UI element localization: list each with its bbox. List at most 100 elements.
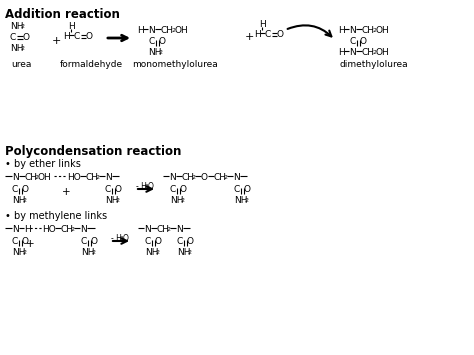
- Text: NH: NH: [81, 248, 94, 257]
- Text: N: N: [233, 173, 240, 182]
- Text: - H: - H: [111, 234, 122, 243]
- Text: Polycondensation reaction: Polycondensation reaction: [5, 145, 182, 158]
- Text: C: C: [12, 185, 18, 194]
- Text: +: +: [26, 239, 35, 249]
- Text: CH: CH: [25, 173, 38, 182]
- Text: 2: 2: [145, 184, 148, 189]
- Text: monomethylolurea: monomethylolurea: [132, 60, 218, 69]
- Text: H: H: [338, 48, 345, 57]
- Text: +: +: [62, 187, 71, 197]
- Text: urea: urea: [11, 60, 31, 69]
- Text: O: O: [180, 185, 187, 194]
- Text: N: N: [148, 26, 155, 35]
- Text: 2: 2: [21, 24, 25, 29]
- Text: O: O: [360, 37, 367, 46]
- Text: C: C: [145, 237, 151, 246]
- Text: HO: HO: [42, 225, 56, 234]
- Text: N: N: [105, 173, 112, 182]
- Text: C: C: [350, 37, 356, 46]
- Text: CH: CH: [362, 48, 375, 57]
- Text: O: O: [187, 237, 194, 246]
- Text: O: O: [123, 234, 129, 243]
- Text: NH: NH: [105, 196, 118, 205]
- Text: NH: NH: [145, 248, 158, 257]
- Text: N: N: [176, 225, 183, 234]
- Text: H: H: [254, 30, 261, 39]
- Text: 2: 2: [188, 250, 192, 255]
- Text: C: C: [177, 237, 183, 246]
- Text: +: +: [52, 36, 61, 46]
- Text: 2: 2: [159, 50, 163, 55]
- Text: CH: CH: [182, 173, 195, 182]
- Text: CH: CH: [157, 225, 170, 234]
- Text: OH: OH: [38, 173, 52, 182]
- Text: 2: 2: [224, 175, 228, 180]
- Text: 2: 2: [245, 198, 249, 203]
- Text: NH: NH: [234, 196, 247, 205]
- Text: CH: CH: [86, 173, 99, 182]
- Text: +: +: [245, 32, 255, 42]
- Text: 2: 2: [167, 227, 171, 232]
- Text: 2: 2: [71, 227, 75, 232]
- Text: O: O: [201, 173, 208, 182]
- Text: HO: HO: [67, 173, 81, 182]
- Text: O: O: [277, 30, 284, 39]
- Text: NH: NH: [148, 48, 162, 57]
- Text: formaldehyde: formaldehyde: [60, 60, 123, 69]
- Text: H: H: [259, 20, 266, 29]
- Text: N: N: [349, 26, 356, 35]
- Text: 2: 2: [120, 236, 124, 241]
- Text: NH: NH: [12, 248, 26, 257]
- Text: C: C: [10, 33, 16, 42]
- Text: H: H: [338, 26, 345, 35]
- Text: CH: CH: [214, 173, 227, 182]
- Text: C: C: [105, 185, 111, 194]
- Text: O: O: [148, 182, 154, 191]
- Text: 2: 2: [156, 250, 160, 255]
- Text: 2: 2: [35, 175, 39, 180]
- Text: H: H: [137, 26, 144, 35]
- Text: dimethylolurea: dimethylolurea: [340, 60, 409, 69]
- Text: O: O: [159, 37, 166, 46]
- Text: O: O: [23, 33, 30, 42]
- Text: CH: CH: [161, 26, 174, 35]
- Text: N: N: [349, 48, 356, 57]
- Text: C: C: [170, 185, 176, 194]
- Text: OH: OH: [175, 26, 189, 35]
- Text: C: C: [149, 37, 155, 46]
- Text: O: O: [244, 185, 251, 194]
- Text: OH: OH: [376, 48, 390, 57]
- Text: 2: 2: [172, 28, 176, 33]
- Text: C: C: [234, 185, 240, 194]
- Text: 2: 2: [96, 175, 100, 180]
- Text: 2: 2: [23, 198, 27, 203]
- Text: Addition reaction: Addition reaction: [5, 8, 120, 21]
- Text: O: O: [115, 185, 122, 194]
- Text: N: N: [12, 225, 19, 234]
- Text: O: O: [22, 237, 29, 246]
- Text: • by methylene links: • by methylene links: [5, 211, 107, 221]
- Text: 2: 2: [192, 175, 196, 180]
- Text: NH: NH: [10, 22, 24, 31]
- Text: C: C: [74, 32, 80, 41]
- Text: NH: NH: [12, 196, 26, 205]
- Text: 2: 2: [92, 250, 96, 255]
- Text: 2: 2: [21, 46, 25, 51]
- Text: O: O: [91, 237, 98, 246]
- Text: 2: 2: [23, 250, 27, 255]
- Text: C: C: [12, 237, 18, 246]
- Text: C: C: [81, 237, 87, 246]
- Text: H: H: [24, 225, 31, 234]
- Text: N: N: [169, 173, 176, 182]
- Text: 2: 2: [373, 50, 377, 55]
- Text: NH: NH: [10, 44, 24, 53]
- Text: - H: - H: [136, 182, 147, 191]
- Text: N: N: [144, 225, 151, 234]
- Text: CH: CH: [362, 26, 375, 35]
- Text: N: N: [80, 225, 87, 234]
- Text: 2: 2: [116, 198, 120, 203]
- Text: H: H: [63, 32, 70, 41]
- Text: C: C: [265, 30, 271, 39]
- Text: O: O: [86, 32, 93, 41]
- Text: 2: 2: [181, 198, 185, 203]
